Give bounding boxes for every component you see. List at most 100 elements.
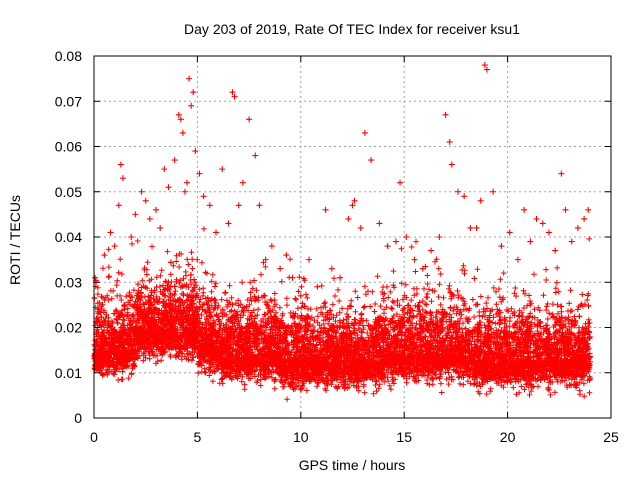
axis-ticks: 0 5 10 15 20 25 0 0.01 0.02 0.03 0.04 0.05 0.06 0.07 0… — [55, 48, 619, 445]
data-point — [521, 206, 528, 213]
data-point — [384, 243, 391, 250]
y-tick-label: 0.03 — [55, 274, 82, 290]
data-point — [119, 175, 126, 182]
data-point — [514, 256, 521, 263]
data-point — [289, 274, 296, 281]
data-point — [179, 129, 186, 136]
data-point — [403, 234, 410, 240]
data-point — [527, 238, 534, 245]
y-tick-label: 0.07 — [55, 93, 82, 109]
y-tick-label: 0.05 — [55, 184, 82, 200]
data-point — [165, 184, 172, 191]
data-point — [196, 170, 203, 177]
data-point — [177, 116, 184, 123]
data-point — [473, 224, 480, 231]
data-point — [297, 292, 304, 299]
data-point — [188, 102, 195, 109]
x-axis-label: GPS time / hours — [299, 457, 406, 473]
data-point — [229, 89, 236, 96]
data-point — [558, 170, 565, 177]
data-point — [506, 229, 513, 236]
data-point — [446, 138, 453, 145]
data-point — [277, 265, 284, 272]
data-point — [368, 157, 375, 164]
data-point — [539, 220, 546, 227]
data-point — [376, 220, 383, 227]
data-point-cloud — [91, 226, 593, 403]
data-point — [157, 224, 164, 231]
data-point — [184, 179, 191, 186]
data-point — [568, 238, 575, 245]
data-point — [361, 129, 368, 136]
data-point — [428, 247, 435, 254]
data-point — [397, 179, 404, 186]
x-tick-label: 25 — [603, 429, 619, 445]
data-point — [246, 116, 253, 123]
data-point — [101, 252, 108, 259]
y-axis-label: ROTI / TECUs — [7, 195, 23, 285]
data-point — [411, 256, 418, 263]
data-point — [552, 247, 559, 254]
data-point — [146, 215, 153, 222]
data-point — [138, 188, 145, 195]
data-point — [262, 256, 269, 263]
data-point — [392, 238, 399, 245]
data-point — [448, 161, 455, 168]
data-point — [128, 234, 135, 240]
data-points — [91, 62, 593, 403]
data-point — [306, 256, 313, 263]
data-point — [206, 202, 213, 209]
data-point — [117, 161, 124, 168]
y-tick-label: 0.08 — [55, 48, 82, 64]
x-tick-label: 10 — [293, 429, 309, 445]
data-point — [357, 224, 364, 231]
y-tick-label: 0 — [74, 410, 82, 426]
x-tick-label: 15 — [396, 429, 412, 445]
data-point — [490, 188, 497, 195]
data-point — [349, 202, 356, 209]
data-point — [219, 166, 226, 173]
data-point — [111, 243, 118, 250]
data-point — [235, 202, 242, 209]
data-point — [498, 243, 505, 250]
data-point — [477, 197, 484, 204]
data-point — [351, 197, 358, 204]
data-point — [97, 333, 104, 340]
data-point — [436, 234, 443, 240]
data-point — [467, 224, 474, 231]
data-point — [454, 188, 461, 195]
data-point — [268, 243, 275, 250]
data-point — [213, 229, 220, 236]
data-point — [181, 188, 188, 195]
data-point — [132, 211, 139, 218]
data-point — [483, 66, 490, 73]
data-point — [562, 206, 569, 213]
data-point — [190, 89, 197, 96]
data-point — [142, 197, 149, 204]
data-point — [345, 215, 352, 222]
data-point — [533, 215, 540, 222]
y-tick-label: 0.04 — [55, 229, 82, 245]
data-point — [115, 202, 122, 209]
y-tick-label: 0.01 — [55, 365, 82, 381]
data-point — [225, 220, 232, 227]
chart-title: Day 203 of 2019, Rate Of TEC Index for r… — [184, 21, 520, 37]
data-point — [175, 111, 182, 118]
data-point — [442, 111, 449, 118]
data-point — [574, 224, 581, 231]
data-point — [461, 193, 468, 200]
data-point — [581, 215, 588, 222]
data-point — [252, 152, 259, 159]
data-point — [107, 229, 114, 236]
data-point — [337, 274, 344, 281]
data-point — [314, 283, 321, 290]
x-tick-label: 0 — [90, 429, 98, 445]
data-point — [545, 229, 552, 236]
data-point — [585, 206, 592, 213]
data-point — [231, 93, 238, 100]
x-tick-label: 20 — [500, 429, 516, 445]
data-point — [161, 166, 168, 173]
y-tick-label: 0.06 — [55, 139, 82, 155]
